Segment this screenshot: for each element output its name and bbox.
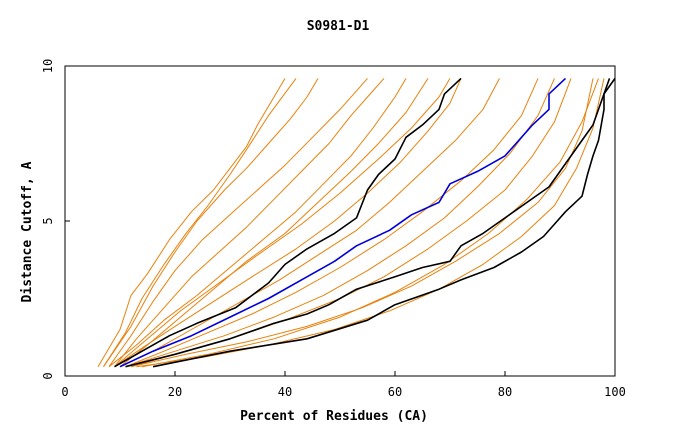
series-layer [97,77,616,368]
series-line-orange [103,78,319,367]
y-tick-label: 0 [41,372,55,379]
series-line-orange [97,78,286,367]
series-line-orange [119,78,429,368]
series-line-orange [125,78,555,368]
y-tick-label: 5 [41,217,55,224]
chart-title: S0981-D1 [307,19,370,34]
x-tick-label: 80 [498,385,512,399]
series-line-orange [103,78,297,367]
plot-frame [64,65,616,377]
series-line-orange [141,78,599,368]
x-axis-ticks: 0 20 40 60 80 100 [61,371,626,399]
series-line-black [152,77,616,368]
series-line-orange [125,78,539,368]
series-line-orange [119,78,500,368]
series-line-black [125,78,611,368]
y-tick-label: 10 [41,59,55,73]
x-tick-label: 20 [168,385,182,399]
x-tick-label: 100 [604,385,626,399]
series-line-orange [130,78,594,368]
series-line-black [114,77,462,368]
y-axis-label: Distance Cutoff, A [20,161,35,302]
y-axis-ticks: 0 5 10 [41,59,70,380]
x-tick-label: 60 [388,385,402,399]
x-axis-label: Percent of Residues (CA) [240,409,428,424]
series-line-orange [114,78,385,368]
series-line-blue [119,77,567,368]
x-tick-label: 0 [61,385,68,399]
series-line-orange [108,78,407,368]
series-line-orange [114,78,462,368]
x-tick-label: 40 [278,385,292,399]
series-line-orange [114,78,451,368]
series-line-orange [108,78,368,367]
